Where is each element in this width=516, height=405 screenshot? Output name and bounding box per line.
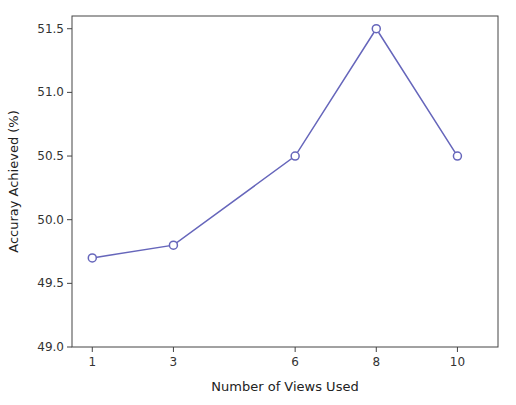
y-tick-label: 50.0 <box>37 213 64 227</box>
x-tick <box>457 347 458 352</box>
x-tick <box>376 347 377 352</box>
chart: 1 3 6 8 10 49.0 49.5 50.0 50.5 51.0 51.5 Number of … <box>0 0 516 405</box>
marker <box>291 152 299 160</box>
axes: 1 3 6 8 10 49.0 49.5 50.0 50.5 51.0 51.5 <box>37 16 498 369</box>
x-tick-label: 3 <box>170 355 178 369</box>
background <box>0 0 516 405</box>
y-tick-label: 51.0 <box>37 85 64 99</box>
marker <box>453 152 461 160</box>
plot-frame <box>72 16 498 347</box>
y-axis-label: Accuray Achieved (%) <box>6 110 21 253</box>
y-tick-label: 50.5 <box>37 149 64 163</box>
y-tick <box>67 283 72 284</box>
x-tick-label: 1 <box>88 355 96 369</box>
x-tick <box>173 347 174 352</box>
y-tick <box>67 347 72 348</box>
y-tick <box>67 92 72 93</box>
y-tick <box>67 219 72 220</box>
marker <box>372 25 380 33</box>
x-tick <box>295 347 296 352</box>
x-tick-label: 10 <box>450 355 465 369</box>
x-tick-label: 6 <box>291 355 299 369</box>
y-tick <box>67 28 72 29</box>
line <box>92 29 457 258</box>
marker <box>88 254 96 262</box>
x-axis-label: Number of Views Used <box>211 379 358 394</box>
x-tick <box>92 347 93 352</box>
y-tick <box>67 156 72 157</box>
x-tick-label: 8 <box>372 355 380 369</box>
y-tick-label: 49.0 <box>37 340 64 354</box>
y-tick-label: 49.5 <box>37 276 64 290</box>
series <box>88 25 461 262</box>
marker <box>169 241 177 249</box>
y-tick-label: 51.5 <box>37 22 64 36</box>
